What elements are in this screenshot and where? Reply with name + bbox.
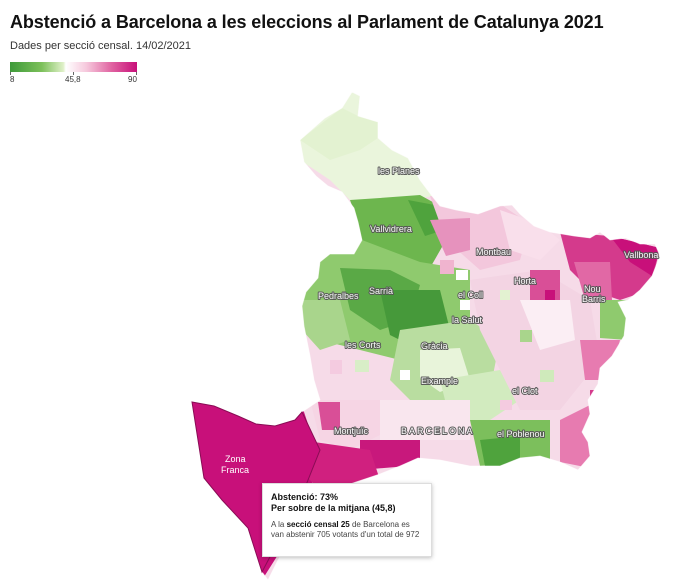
legend-mid-label: 45,8 bbox=[65, 75, 81, 84]
label-vallvidrera: Vallvidrera bbox=[370, 224, 412, 234]
label-nou-barris-line2: Barris bbox=[582, 294, 606, 304]
tooltip-desc-suffix: de Barcelona es van abstenir 705 votants… bbox=[271, 520, 420, 539]
label-el-poblenou: el Poblenou bbox=[497, 429, 545, 439]
legend-tick-max bbox=[136, 72, 137, 75]
label-barcelona: BARCELONA bbox=[401, 426, 475, 436]
city-boundary bbox=[191, 91, 661, 580]
label-montbau: Montbau bbox=[476, 247, 511, 257]
legend-gradient-bar bbox=[10, 62, 137, 72]
label-gracia: Gràcia bbox=[421, 341, 448, 351]
label-el-clot: el Clot bbox=[512, 386, 538, 396]
label-vallbona: Vallbona bbox=[624, 250, 658, 260]
legend-tick-mid bbox=[73, 72, 74, 75]
legend-min-label: 8 bbox=[10, 75, 15, 84]
label-les-planes: les Planes bbox=[378, 166, 420, 176]
label-eixample: Eixample bbox=[421, 376, 458, 386]
label-montjuic: Montjuïc bbox=[334, 426, 369, 436]
chart-subtitle: Dades per secció censal. 14/02/2021 bbox=[10, 40, 192, 52]
label-el-coll: el Coll bbox=[458, 290, 483, 300]
tooltip-subtitle: Per sobre de la mitjana (45,8) bbox=[271, 503, 396, 513]
tooltip-desc-section: secció censal 25 bbox=[286, 520, 350, 529]
color-legend: 8 45,8 90 bbox=[10, 62, 137, 86]
chart-title: Abstenció a Barcelona a les eleccions al… bbox=[10, 12, 604, 32]
label-pedralbes: Pedralbes bbox=[318, 291, 359, 301]
label-les-corts: les Corts bbox=[345, 340, 381, 350]
section-tooltip: Abstenció: 73% Per sobre de la mitjana (… bbox=[262, 483, 432, 557]
label-zona-franca-line2: Franca bbox=[221, 465, 249, 475]
legend-tick-min bbox=[10, 72, 11, 75]
label-sarria: Sarrià bbox=[369, 286, 393, 296]
label-horta: Horta bbox=[514, 276, 536, 286]
label-nou-barris-line1: Nou bbox=[584, 284, 601, 294]
tooltip-title: Abstenció: 73% bbox=[271, 492, 339, 502]
label-zona-franca-line1: Zona bbox=[225, 454, 246, 464]
label-la-salut: la Salut bbox=[452, 315, 483, 325]
highlighted-section[interactable] bbox=[191, 401, 321, 574]
tooltip-description: A la secció censal 25 de Barcelona es va… bbox=[271, 520, 423, 540]
tooltip-desc-prefix: A la bbox=[271, 520, 287, 529]
legend-max-label: 90 bbox=[128, 75, 137, 84]
